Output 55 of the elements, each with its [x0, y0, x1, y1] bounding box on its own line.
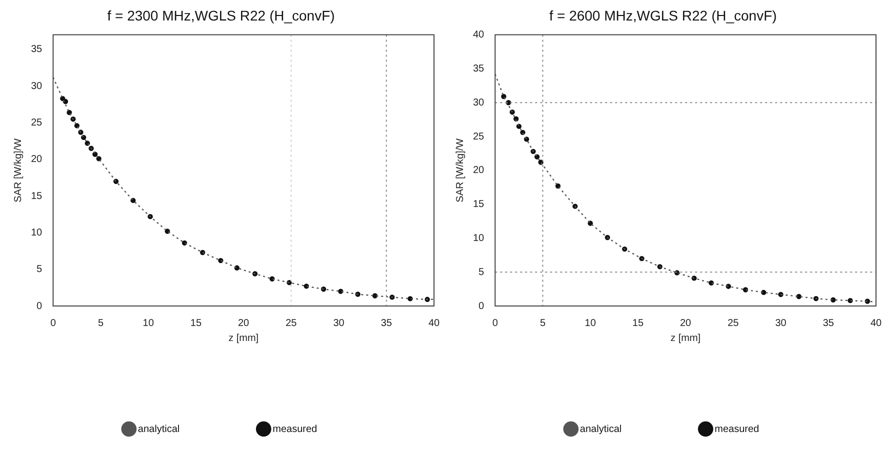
x-tick-label: 10: [142, 318, 154, 329]
y-tick-label: 40: [473, 30, 485, 41]
y-tick-label: 25: [31, 118, 43, 129]
x-tick-label: 20: [238, 318, 250, 329]
y-tick-label: 5: [36, 264, 43, 276]
x-tick-label: 30: [775, 318, 787, 329]
y-tick-label: 20: [31, 154, 43, 166]
y-tick-label: 30: [473, 97, 485, 108]
x-tick-label: 0: [492, 318, 498, 329]
point: [555, 183, 561, 189]
x-tick-label: 30: [333, 318, 345, 329]
point: [92, 152, 98, 157]
x-axis-title: z [mm]: [670, 332, 701, 344]
point: [534, 154, 540, 160]
x-tick-label: 15: [190, 318, 202, 329]
legend-label: measured: [272, 424, 318, 435]
y-tick-label: 10: [31, 227, 43, 238]
y-tick-label: 30: [31, 80, 43, 92]
x-tick-label: 35: [380, 318, 392, 329]
y-tick-label: 25: [473, 131, 485, 142]
y-tick-label: 35: [473, 63, 485, 74]
x-tick-label: 5: [98, 318, 104, 329]
line-series: [53, 76, 434, 300]
x-tick-label: 20: [680, 318, 692, 329]
chart-title: f = 2600 MHz,WGLS R22 (H_convF): [549, 7, 777, 24]
y-axis-title: SAR [W/kg]/W: [454, 138, 466, 202]
point: [74, 123, 80, 128]
x-tick-label: 0: [50, 318, 56, 329]
x-tick-label: 25: [286, 318, 298, 329]
legend-label: measured: [714, 424, 760, 435]
y-tick-label: 15: [473, 199, 485, 210]
x-tick-label: 40: [870, 318, 882, 329]
chart-title: f = 2300 MHz,WGLS R22 (H_convF): [107, 7, 335, 24]
x-axis-title: z [mm]: [228, 332, 259, 344]
x-tick-label: 40: [428, 318, 440, 329]
legend-label: analytical: [138, 424, 180, 435]
x-tick-label: 5: [540, 318, 546, 329]
y-tick-label: 5: [478, 266, 485, 278]
point: [66, 110, 72, 116]
y-tick-label: 15: [31, 190, 43, 202]
point: [338, 288, 344, 294]
y-tick-label: 0: [478, 300, 485, 312]
point: [588, 220, 593, 226]
x-tick-label: 35: [822, 318, 834, 329]
x-tick-label: 10: [584, 318, 596, 329]
y-tick-label: 20: [473, 165, 485, 176]
x-tick-label: 15: [632, 318, 644, 329]
y-tick-label: 0: [36, 300, 43, 312]
point: [96, 156, 102, 162]
x-tick-label: 25: [728, 318, 740, 329]
legend-label: analytical: [580, 424, 622, 435]
point: [372, 293, 378, 298]
y-tick-label: 35: [31, 44, 43, 56]
y-axis-title: SAR [W/kg]/W: [12, 138, 24, 202]
y-tick-label: 10: [473, 232, 485, 244]
